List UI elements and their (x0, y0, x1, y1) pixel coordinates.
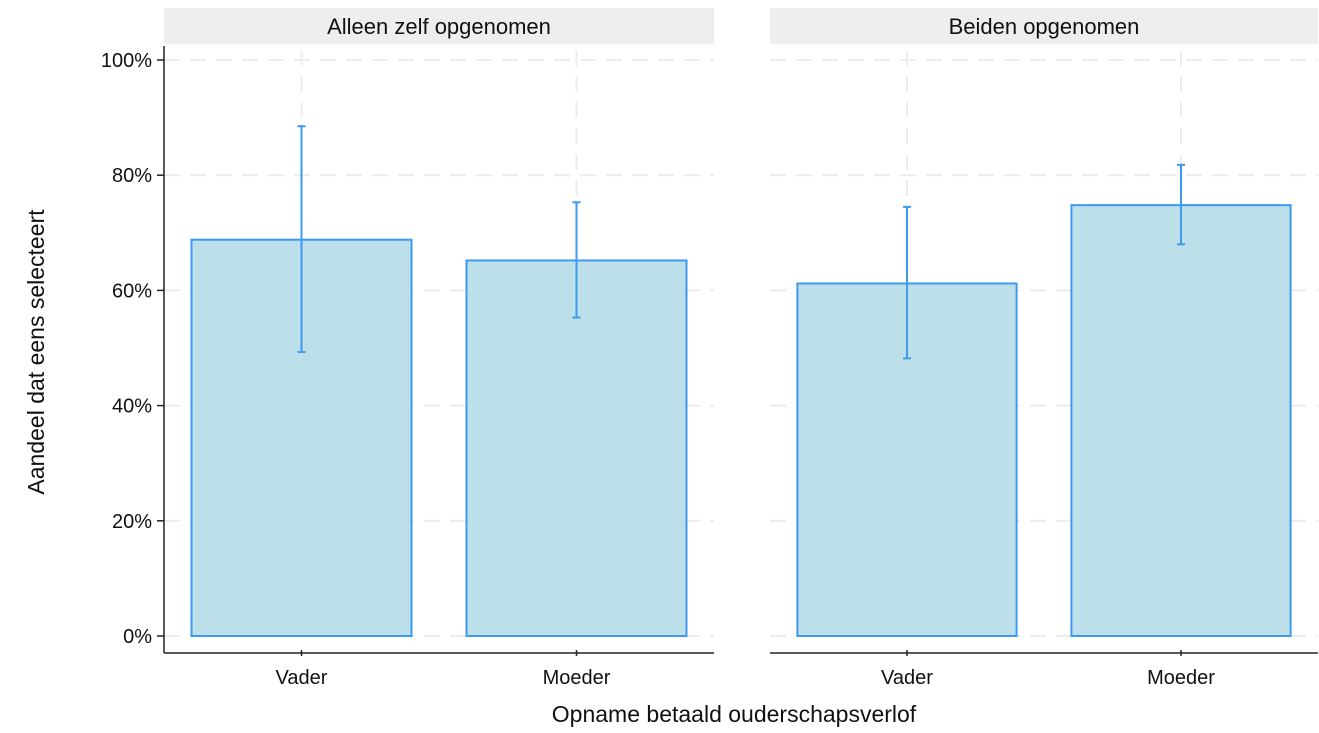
panel-2: Beiden opgenomen Vader Moeder (770, 8, 1318, 689)
panel-title: Beiden opgenomen (949, 14, 1140, 39)
y-tick-label: 0% (123, 626, 152, 648)
bar-moeder (465, 259, 688, 637)
bar-moeder (1070, 204, 1292, 637)
x-tick-label: Vader (276, 667, 328, 689)
panel-strip (770, 8, 1318, 44)
panel-title: Alleen zelf opgenomen (327, 14, 551, 39)
error-bar (1177, 163, 1185, 246)
y-tick-label: 60% (112, 280, 152, 302)
panel-1: Alleen zelf opgenomen Vader Moeder (164, 8, 714, 689)
y-tick-label: 100% (101, 50, 152, 72)
x-tick-label: Vader (881, 667, 933, 689)
y-axis-title: Aandeel dat eens selecteert (23, 209, 49, 495)
panel-strip (164, 8, 714, 44)
x-tick-label: Moeder (1147, 667, 1215, 689)
y-tick-label: 80% (112, 165, 152, 187)
x-tick-label: Moeder (543, 667, 611, 689)
y-axis: 0% 20% 40% 60% 80% 100% (101, 46, 165, 653)
error-bar (572, 201, 581, 319)
error-bar (903, 205, 911, 360)
y-tick-label: 40% (112, 396, 152, 418)
x-axis-title: Opname betaald ouderschapsverlof (552, 701, 917, 727)
error-bar (297, 125, 306, 354)
y-tick-label: 20% (112, 511, 152, 533)
